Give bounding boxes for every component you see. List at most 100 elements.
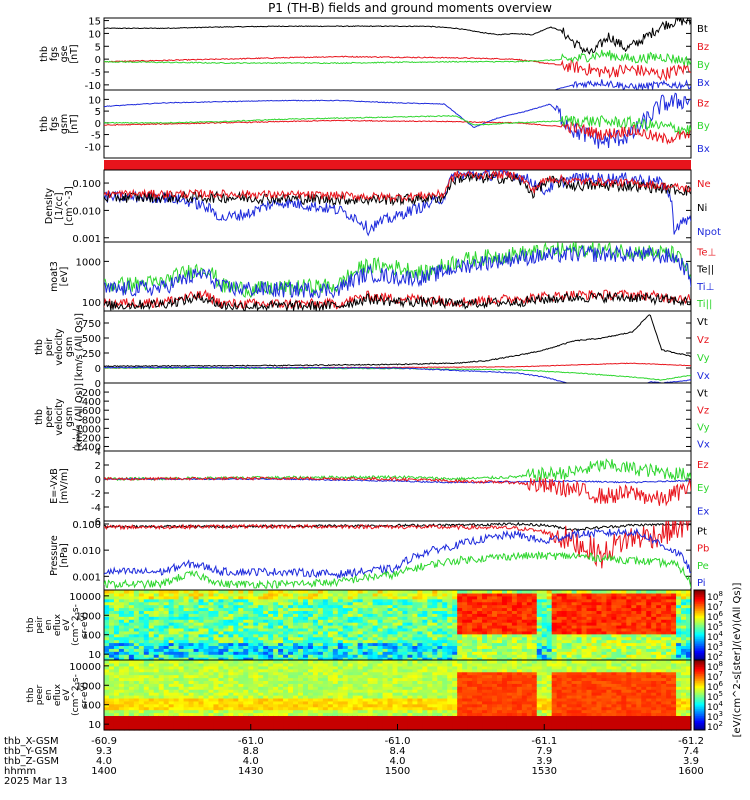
- spectrogram-cell: [487, 724, 493, 728]
- spectrogram-cell: [661, 616, 667, 620]
- spectrogram-cell: [447, 668, 453, 673]
- legend-ti⊥: Ti⊥: [696, 282, 714, 293]
- spectrogram-cell: [482, 677, 488, 682]
- spectrogram-cell: [362, 657, 369, 661]
- spectrogram-cell: [651, 604, 657, 609]
- spectrogram-cell: [143, 706, 150, 711]
- series-red-line: [104, 476, 691, 507]
- spectrogram-cell: [636, 604, 642, 609]
- spectrogram-cell: [611, 590, 617, 594]
- spectrogram-cell: [367, 671, 374, 676]
- spectrogram-cell: [536, 627, 543, 632]
- spectrogram-cell: [447, 639, 453, 644]
- spectrogram-cell: [377, 727, 384, 731]
- y-tick-label: 0.100: [72, 520, 101, 531]
- spectrogram-cell: [123, 598, 130, 603]
- spectrogram-cell: [123, 727, 130, 731]
- spectrogram-cell: [462, 645, 468, 649]
- spectrogram-cell: [546, 590, 553, 594]
- spectrogram-cell: [487, 630, 493, 635]
- spectrogram-cell: [118, 715, 125, 719]
- spectrogram-cell: [362, 642, 369, 647]
- spectrogram-cell: [307, 706, 314, 711]
- spectrogram-cell: [626, 630, 632, 635]
- spectrogram-cell: [213, 639, 220, 644]
- spectrogram-cell: [228, 700, 234, 705]
- spectrogram-cell: [611, 598, 617, 603]
- spectrogram-cell: [536, 639, 543, 644]
- spectrogram-cell: [298, 639, 304, 644]
- spectrogram-cell: [357, 625, 364, 629]
- spectrogram-cell: [198, 616, 205, 620]
- spectrogram-cell: [307, 697, 314, 702]
- spectrogram-cell: [188, 686, 195, 690]
- spectrogram-cell: [397, 604, 404, 609]
- spectrogram-cell: [148, 686, 155, 690]
- spectrogram-cell: [337, 645, 344, 649]
- y-tick-label: -800: [78, 415, 101, 426]
- spectrogram-cell: [561, 598, 568, 603]
- spectrogram-cell: [531, 648, 538, 652]
- spectrogram-cell: [681, 598, 687, 603]
- spectrogram-cell: [452, 598, 458, 603]
- y-axis-label: (cm^2-s-: [71, 604, 81, 646]
- spectrogram-cell: [183, 627, 190, 632]
- spectrogram-cell: [312, 697, 319, 702]
- spectrogram-cell: [686, 648, 692, 652]
- spectrogram-cell: [352, 657, 359, 661]
- spectrogram-cell: [626, 636, 632, 641]
- spectrogram-cell: [153, 601, 160, 606]
- spectrogram-cell: [362, 706, 369, 711]
- spectrogram-cell: [188, 654, 195, 658]
- spectrogram-cell: [148, 724, 155, 728]
- spectrogram-cell: [427, 697, 433, 702]
- spectrogram-cell: [487, 604, 493, 609]
- spectrogram-cell: [551, 590, 558, 594]
- spectrogram-cell: [243, 642, 249, 647]
- spectrogram-cell: [108, 718, 115, 722]
- spectrogram-cell: [372, 633, 379, 638]
- spectrogram-cell: [168, 625, 175, 629]
- spectrogram-cell: [188, 648, 195, 652]
- spectrogram-cell: [457, 692, 463, 696]
- spectrogram-cell: [298, 724, 304, 728]
- spectrogram-cell: [312, 657, 319, 661]
- spectrogram-cell: [437, 721, 443, 725]
- spectrogram-cell: [158, 727, 165, 731]
- spectrogram-cell: [248, 683, 254, 687]
- spectrogram-cell: [322, 607, 329, 612]
- spectrogram-cell: [442, 627, 448, 632]
- spectrogram-cell: [123, 642, 130, 647]
- spectrogram-cell: [268, 715, 274, 719]
- spectrogram-cell: [178, 636, 185, 641]
- spectrogram-cell: [228, 610, 234, 614]
- spectrogram-cell: [218, 718, 224, 722]
- spectrogram-cell: [511, 627, 518, 632]
- spectrogram-cell: [536, 645, 543, 649]
- spectrogram-cell: [233, 712, 239, 717]
- spectrogram-cell: [417, 706, 423, 711]
- spectrogram-cell: [203, 665, 210, 670]
- spectrogram-cell: [168, 674, 175, 679]
- spectrogram-cell: [372, 695, 379, 699]
- spectrogram-cell: [656, 642, 662, 647]
- spectrogram-cell: [347, 692, 354, 696]
- spectrogram-cell: [501, 654, 508, 658]
- spectrogram-cell: [581, 592, 588, 597]
- spectrogram-cell: [133, 627, 140, 632]
- spectrogram-cell: [118, 686, 125, 690]
- spectrogram-cell: [337, 625, 344, 629]
- spectrogram-cell: [233, 662, 239, 667]
- spectrogram-cell: [437, 657, 443, 661]
- spectrogram-cell: [268, 639, 274, 644]
- spectrogram-cell: [357, 592, 364, 597]
- spectrogram-cell: [367, 715, 374, 719]
- spectrogram-cell: [646, 607, 652, 612]
- spectrogram-cell: [327, 654, 334, 658]
- spectrogram-cell: [143, 616, 150, 620]
- spectrogram-cell: [198, 651, 205, 655]
- spectrogram-cell: [312, 654, 319, 658]
- spectrogram-cell: [452, 633, 458, 638]
- spectrogram-cell: [496, 619, 503, 623]
- spectrogram-cell: [407, 674, 414, 679]
